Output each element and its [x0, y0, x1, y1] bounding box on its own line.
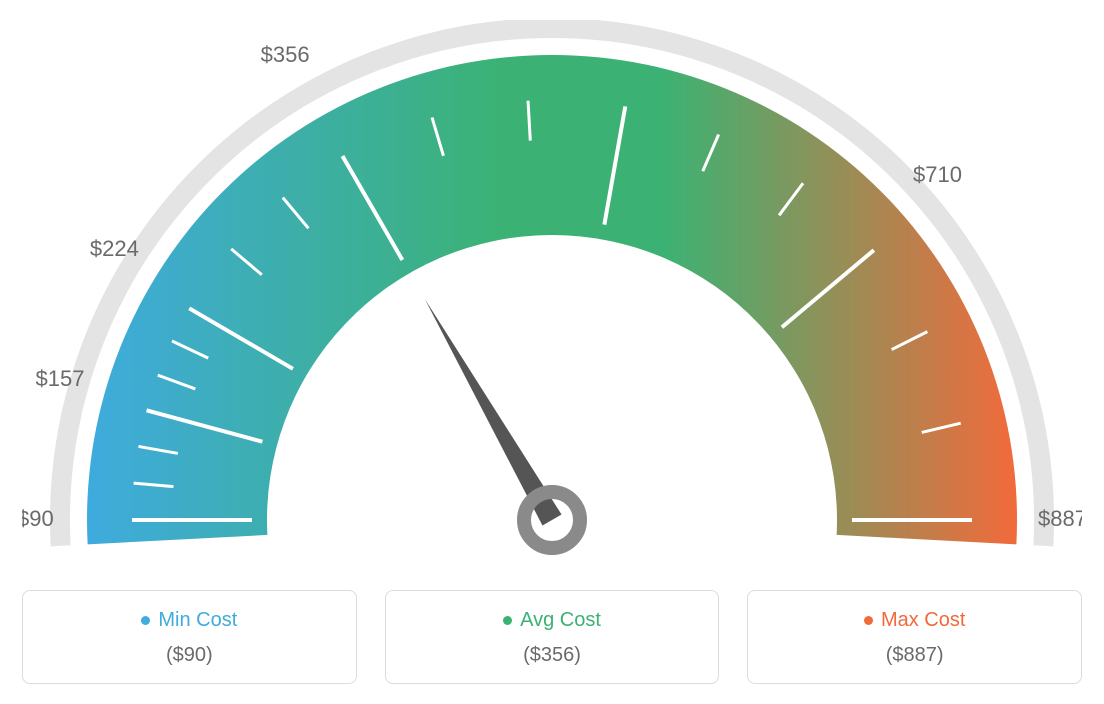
legend-card-min: Min Cost ($90): [22, 590, 357, 684]
legend-title-min: Min Cost: [141, 609, 237, 632]
tick-label: $90: [22, 506, 54, 531]
legend-max-label: Max Cost: [881, 609, 965, 632]
legend-avg-label: Avg Cost: [520, 609, 601, 632]
legend-card-max: Max Cost ($887): [747, 590, 1082, 684]
dot-icon: [141, 616, 150, 625]
gauge-svg: $90$157$224$356$533$710$887: [22, 20, 1082, 560]
legend-min-label: Min Cost: [158, 609, 237, 632]
tick-label: $356: [261, 42, 310, 67]
gauge-color-arc: [87, 55, 1017, 544]
legend-avg-value: ($356): [396, 644, 709, 667]
legend-min-value: ($90): [33, 644, 346, 667]
legend-max-value: ($887): [758, 644, 1071, 667]
legend-title-max: Max Cost: [864, 609, 965, 632]
legend: Min Cost ($90) Avg Cost ($356) Max Cost …: [22, 590, 1082, 684]
cost-gauge: $90$157$224$356$533$710$887: [22, 20, 1082, 560]
legend-title-avg: Avg Cost: [503, 609, 601, 632]
tick-label: $157: [36, 366, 85, 391]
dot-icon: [503, 616, 512, 625]
tick-label: $887: [1038, 506, 1082, 531]
tick-label: $224: [90, 236, 139, 261]
tick-label: $710: [913, 162, 962, 187]
dot-icon: [864, 616, 873, 625]
legend-card-avg: Avg Cost ($356): [385, 590, 720, 684]
